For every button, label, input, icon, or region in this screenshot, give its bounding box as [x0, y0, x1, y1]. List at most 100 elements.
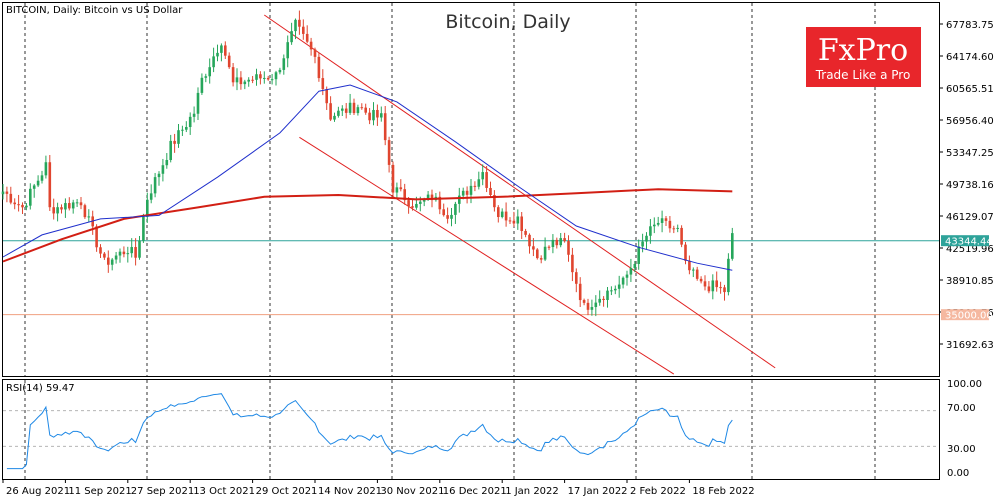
candle — [21, 202, 24, 215]
candle-body — [399, 187, 403, 190]
x-tick-label: 13 Oct 2021 — [193, 486, 255, 497]
candle-body — [586, 302, 590, 310]
candle — [118, 248, 122, 263]
y-tick-label: 53347.25 — [946, 148, 994, 159]
candle-body — [220, 45, 223, 53]
candle-body — [52, 207, 55, 214]
candlestick-series — [1, 10, 734, 317]
candle — [235, 68, 239, 91]
candle — [383, 105, 387, 146]
candle-body — [317, 56, 321, 79]
candle-body — [641, 241, 644, 247]
candle — [231, 62, 235, 87]
candle — [376, 104, 379, 126]
candle — [536, 248, 539, 260]
candle — [270, 73, 274, 85]
candle-body — [485, 172, 488, 188]
candle-body — [723, 287, 726, 293]
candle — [325, 86, 328, 110]
candle — [438, 191, 442, 215]
candle — [621, 276, 625, 289]
candle-body — [99, 247, 102, 254]
candle-body — [676, 227, 679, 229]
candle — [130, 238, 133, 258]
y-tick-label: 49738.16 — [946, 180, 994, 191]
candle — [32, 183, 36, 198]
candle-body — [251, 79, 254, 81]
rsi-line — [6, 393, 733, 470]
candle — [575, 268, 578, 293]
candle — [75, 199, 79, 207]
candle — [114, 251, 118, 264]
candle-body — [578, 283, 582, 301]
candle-body — [29, 188, 32, 206]
candle-body — [411, 206, 414, 208]
candle-body — [149, 193, 153, 200]
chart-title: Bitcoin, Daily — [445, 11, 570, 33]
candle-body — [290, 31, 293, 43]
candle-body — [469, 185, 473, 195]
candle — [40, 170, 44, 184]
y-tick-label: 60565.51 — [946, 84, 994, 95]
candle — [672, 225, 676, 234]
candle-body — [40, 175, 44, 181]
candle-body — [243, 81, 247, 85]
candle-body — [130, 247, 133, 254]
ma-fast-line — [2, 84, 733, 271]
candle-body — [625, 274, 629, 278]
candle-body — [274, 72, 278, 80]
candle-body — [727, 258, 730, 293]
candle-body — [356, 107, 360, 114]
fxpro-logo: FxPro Trade Like a Pro — [806, 27, 921, 87]
candle-body — [512, 220, 516, 224]
candle — [227, 52, 231, 69]
candle-body — [224, 45, 227, 56]
x-tick-label: 29 Oct 2021 — [256, 486, 318, 497]
candle-body — [551, 239, 555, 248]
candle — [71, 199, 75, 214]
x-tick-label: 17 Jan 2022 — [568, 486, 628, 497]
candle-body — [497, 207, 500, 218]
candle — [36, 175, 40, 188]
candle — [309, 37, 313, 56]
candle — [676, 224, 679, 233]
candle — [266, 75, 270, 81]
candle — [707, 281, 711, 294]
candle-body — [567, 241, 570, 255]
candle — [590, 299, 594, 316]
candle-body — [302, 26, 305, 34]
candle — [477, 171, 481, 190]
y-tick-label: 42519.96 — [946, 244, 994, 255]
candle-body — [563, 238, 566, 242]
candle-body — [1, 191, 5, 195]
candle-body — [575, 272, 578, 284]
candle — [520, 211, 523, 240]
candle — [539, 255, 543, 264]
candle — [173, 133, 176, 153]
candle-body — [48, 162, 52, 208]
candle-body — [169, 140, 172, 161]
candle-body — [341, 108, 344, 111]
candle — [305, 25, 309, 44]
candle-body — [259, 74, 262, 79]
candle — [465, 186, 469, 204]
candle-body — [263, 77, 266, 79]
candle — [699, 276, 703, 284]
candle-body — [653, 224, 656, 227]
candle-body — [500, 211, 504, 218]
candle-body — [383, 113, 387, 141]
candle-body — [493, 194, 496, 208]
rsi-tick-30: 30.00 — [947, 444, 976, 455]
candle-body — [286, 42, 289, 59]
rsi-tick-70: 70.00 — [947, 403, 976, 414]
candle-body — [508, 220, 512, 222]
candle — [302, 19, 305, 40]
candle — [282, 54, 286, 75]
candle-body — [660, 218, 664, 223]
candle-body — [606, 290, 609, 300]
candle — [243, 79, 247, 90]
candle — [9, 186, 13, 205]
candle-body — [516, 216, 520, 224]
